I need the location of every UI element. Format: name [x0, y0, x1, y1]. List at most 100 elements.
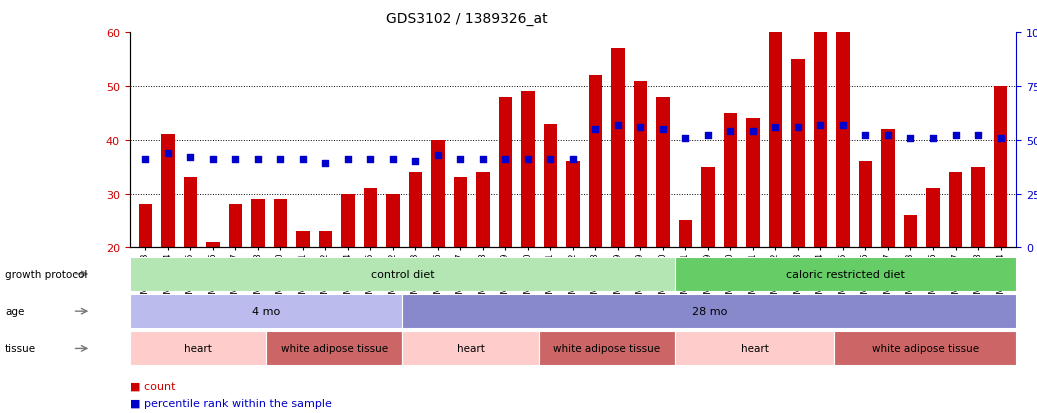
- Point: [250, 157, 267, 163]
- Bar: [926, 189, 940, 355]
- Text: control diet: control diet: [370, 269, 435, 279]
- Bar: [251, 199, 264, 355]
- Bar: [972, 167, 985, 355]
- Bar: [139, 205, 152, 355]
- Bar: [675, 332, 835, 366]
- Bar: [431, 140, 445, 355]
- Point: [700, 133, 717, 140]
- Bar: [539, 332, 675, 366]
- Point: [902, 135, 919, 142]
- Bar: [402, 332, 539, 366]
- Bar: [543, 124, 557, 355]
- Bar: [274, 199, 287, 355]
- Bar: [267, 332, 402, 366]
- Point: [925, 135, 942, 142]
- Text: ■ count: ■ count: [130, 381, 175, 391]
- Bar: [184, 178, 197, 355]
- Point: [992, 135, 1009, 142]
- Bar: [364, 189, 377, 355]
- Bar: [949, 173, 962, 355]
- Point: [204, 157, 221, 163]
- Point: [835, 122, 851, 129]
- Bar: [791, 60, 805, 355]
- Point: [610, 122, 626, 129]
- Bar: [499, 97, 512, 355]
- Bar: [656, 97, 670, 355]
- Text: heart: heart: [184, 344, 212, 354]
- Bar: [611, 49, 624, 355]
- Bar: [634, 81, 647, 355]
- Text: white adipose tissue: white adipose tissue: [554, 344, 661, 354]
- Text: heart: heart: [740, 344, 768, 354]
- Bar: [341, 194, 355, 355]
- Bar: [836, 0, 849, 355]
- Bar: [453, 178, 468, 355]
- Point: [475, 157, 492, 163]
- Point: [722, 128, 738, 135]
- Bar: [161, 135, 174, 355]
- Bar: [814, 0, 828, 355]
- Point: [452, 157, 469, 163]
- Text: 28 mo: 28 mo: [692, 306, 727, 316]
- Point: [767, 124, 784, 131]
- Bar: [297, 232, 310, 355]
- Point: [587, 126, 604, 133]
- Point: [970, 133, 986, 140]
- Point: [520, 157, 536, 163]
- Bar: [130, 294, 402, 328]
- Bar: [675, 257, 1016, 291]
- Point: [745, 128, 761, 135]
- Text: 4 mo: 4 mo: [252, 306, 280, 316]
- Bar: [993, 87, 1007, 355]
- Text: heart: heart: [456, 344, 484, 354]
- Point: [677, 135, 694, 142]
- Point: [633, 124, 649, 131]
- Point: [227, 157, 244, 163]
- Bar: [386, 194, 399, 355]
- Point: [339, 157, 356, 163]
- Bar: [476, 173, 489, 355]
- Point: [160, 150, 176, 157]
- Text: tissue: tissue: [5, 344, 36, 354]
- Bar: [768, 0, 782, 355]
- Bar: [678, 221, 693, 355]
- Bar: [747, 119, 760, 355]
- Text: age: age: [5, 306, 25, 316]
- Bar: [130, 257, 675, 291]
- Point: [429, 152, 446, 159]
- Bar: [566, 162, 580, 355]
- Point: [654, 126, 671, 133]
- Point: [790, 124, 807, 131]
- Point: [317, 161, 334, 167]
- Bar: [589, 76, 602, 355]
- Bar: [701, 167, 714, 355]
- Bar: [130, 332, 267, 366]
- Point: [137, 157, 153, 163]
- Point: [295, 157, 311, 163]
- Bar: [206, 242, 220, 355]
- Point: [879, 133, 896, 140]
- Point: [858, 133, 874, 140]
- Point: [812, 122, 829, 129]
- Bar: [318, 232, 332, 355]
- Text: white adipose tissue: white adipose tissue: [872, 344, 979, 354]
- Point: [542, 157, 559, 163]
- Bar: [903, 216, 918, 355]
- Bar: [881, 130, 895, 355]
- Text: GDS3102 / 1389326_at: GDS3102 / 1389326_at: [386, 12, 548, 26]
- Point: [564, 157, 581, 163]
- Point: [385, 157, 401, 163]
- Bar: [228, 205, 243, 355]
- Bar: [724, 114, 737, 355]
- Point: [408, 159, 424, 165]
- Point: [183, 154, 199, 161]
- Bar: [522, 92, 535, 355]
- Point: [947, 133, 963, 140]
- Text: white adipose tissue: white adipose tissue: [281, 344, 388, 354]
- Bar: [409, 173, 422, 355]
- Bar: [835, 332, 1016, 366]
- Point: [497, 157, 513, 163]
- Bar: [402, 294, 1016, 328]
- Point: [272, 157, 288, 163]
- Text: ■ percentile rank within the sample: ■ percentile rank within the sample: [130, 398, 332, 408]
